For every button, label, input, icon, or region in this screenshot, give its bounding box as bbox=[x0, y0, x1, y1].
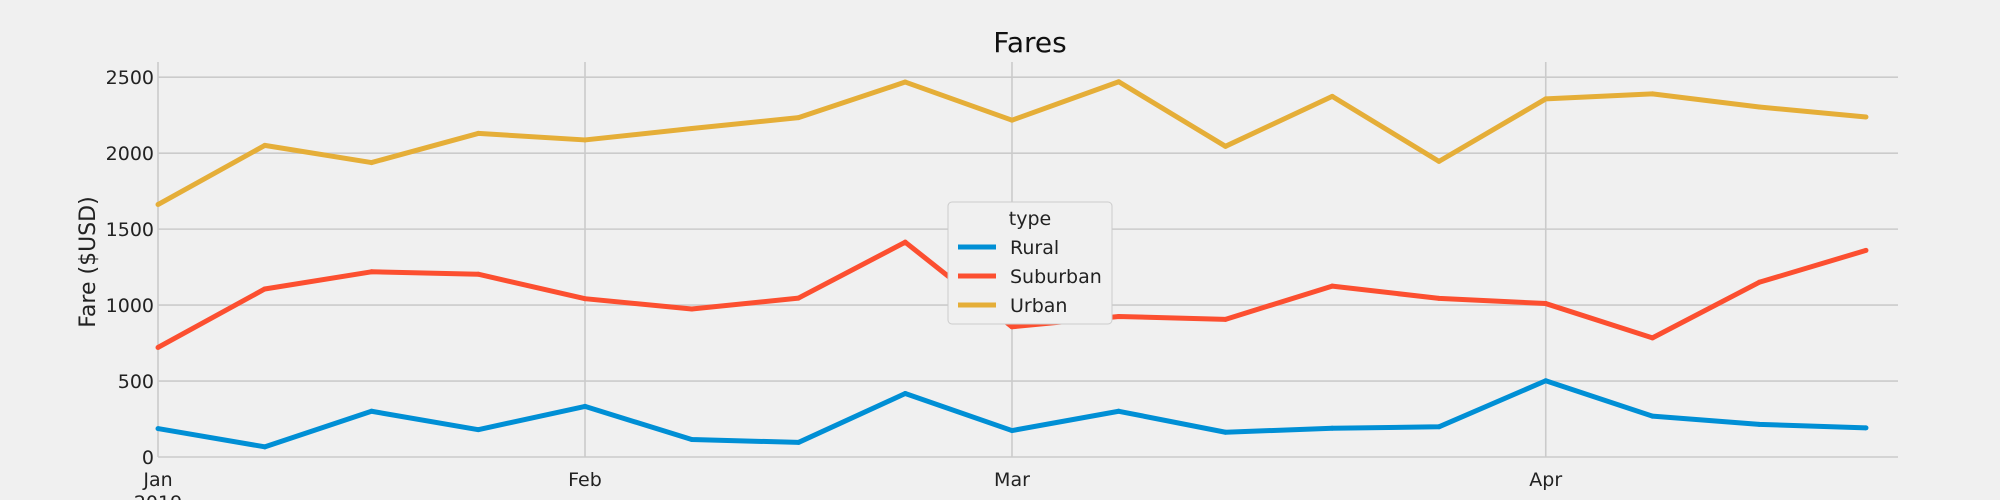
data-point-urban bbox=[368, 160, 374, 166]
data-point-urban bbox=[1009, 117, 1015, 123]
data-point-urban bbox=[689, 126, 695, 132]
data-point-urban bbox=[262, 142, 268, 148]
data-point-rural bbox=[155, 426, 161, 432]
chart-title: Fares bbox=[993, 26, 1066, 59]
data-point-urban bbox=[582, 137, 588, 143]
x-tick-label: Feb bbox=[568, 469, 602, 491]
data-point-suburban bbox=[1543, 301, 1549, 307]
data-point-suburban bbox=[1436, 295, 1442, 301]
data-point-urban bbox=[155, 202, 161, 208]
data-point-urban bbox=[1116, 79, 1122, 85]
data-point-rural bbox=[1222, 429, 1228, 435]
data-point-rural bbox=[1116, 408, 1122, 414]
data-point-urban bbox=[1543, 96, 1549, 102]
data-point-suburban bbox=[1222, 316, 1228, 322]
data-point-urban bbox=[1649, 91, 1655, 97]
y-tick-label: 2500 bbox=[106, 67, 154, 89]
data-point-rural bbox=[475, 427, 481, 433]
x-tick-label: Apr bbox=[1529, 469, 1562, 491]
data-point-suburban bbox=[902, 239, 908, 245]
data-point-suburban bbox=[795, 295, 801, 301]
data-point-urban bbox=[1756, 104, 1762, 110]
legend-box bbox=[947, 201, 1113, 325]
data-point-suburban bbox=[689, 306, 695, 312]
data-point-rural bbox=[582, 403, 588, 409]
legend-label-suburban: Suburban bbox=[1010, 266, 1102, 288]
data-point-suburban bbox=[1116, 313, 1122, 319]
x-tick-sublabel: 2019 bbox=[134, 492, 182, 500]
data-point-rural bbox=[902, 390, 908, 396]
data-point-rural bbox=[689, 437, 695, 443]
y-tick-label: 0 bbox=[142, 447, 154, 469]
legend: type Rural Suburban Urban bbox=[947, 201, 1113, 325]
data-point-suburban bbox=[1649, 335, 1655, 341]
y-tick-label: 1000 bbox=[106, 295, 154, 317]
data-point-suburban bbox=[1756, 279, 1762, 285]
legend-entries: Rural Suburban Urban bbox=[958, 237, 1102, 317]
y-axis-label: Fare ($USD) bbox=[76, 196, 101, 327]
data-point-suburban bbox=[1329, 283, 1335, 289]
data-point-rural bbox=[262, 444, 268, 450]
data-point-urban bbox=[795, 115, 801, 121]
data-point-rural bbox=[368, 408, 374, 414]
data-point-rural bbox=[795, 439, 801, 445]
data-point-suburban bbox=[262, 286, 268, 292]
data-point-rural bbox=[1649, 413, 1655, 419]
data-point-suburban bbox=[1863, 247, 1869, 253]
data-point-urban bbox=[475, 130, 481, 136]
legend-label-rural: Rural bbox=[1010, 237, 1059, 259]
data-point-suburban bbox=[155, 344, 161, 350]
data-point-rural bbox=[1756, 421, 1762, 427]
series-layer bbox=[155, 79, 1869, 450]
legend-label-urban: Urban bbox=[1010, 295, 1067, 317]
x-tick-label: Jan bbox=[142, 469, 172, 491]
data-point-rural bbox=[1329, 425, 1335, 431]
y-tick-label: 500 bbox=[118, 371, 154, 393]
data-point-urban bbox=[1329, 93, 1335, 99]
data-point-urban bbox=[902, 79, 908, 85]
y-tick-label: 2000 bbox=[106, 143, 154, 165]
data-point-urban bbox=[1863, 114, 1869, 120]
x-tick-label: Mar bbox=[994, 469, 1030, 491]
data-point-suburban bbox=[475, 271, 481, 277]
y-tick-label: 1500 bbox=[106, 219, 154, 241]
data-point-urban bbox=[1436, 158, 1442, 164]
data-point-rural bbox=[1863, 425, 1869, 431]
legend-title: type bbox=[1009, 208, 1051, 230]
data-point-suburban bbox=[582, 296, 588, 302]
data-point-rural bbox=[1436, 424, 1442, 430]
data-point-suburban bbox=[368, 269, 374, 275]
data-point-rural bbox=[1543, 378, 1549, 384]
data-point-rural bbox=[1009, 428, 1015, 434]
data-point-suburban bbox=[1009, 324, 1015, 330]
axis-layer: 0 500 1000 1500 2000 2500 Jan2019 Feb Mar Apr bbox=[106, 67, 1563, 500]
data-point-urban bbox=[1222, 143, 1228, 149]
